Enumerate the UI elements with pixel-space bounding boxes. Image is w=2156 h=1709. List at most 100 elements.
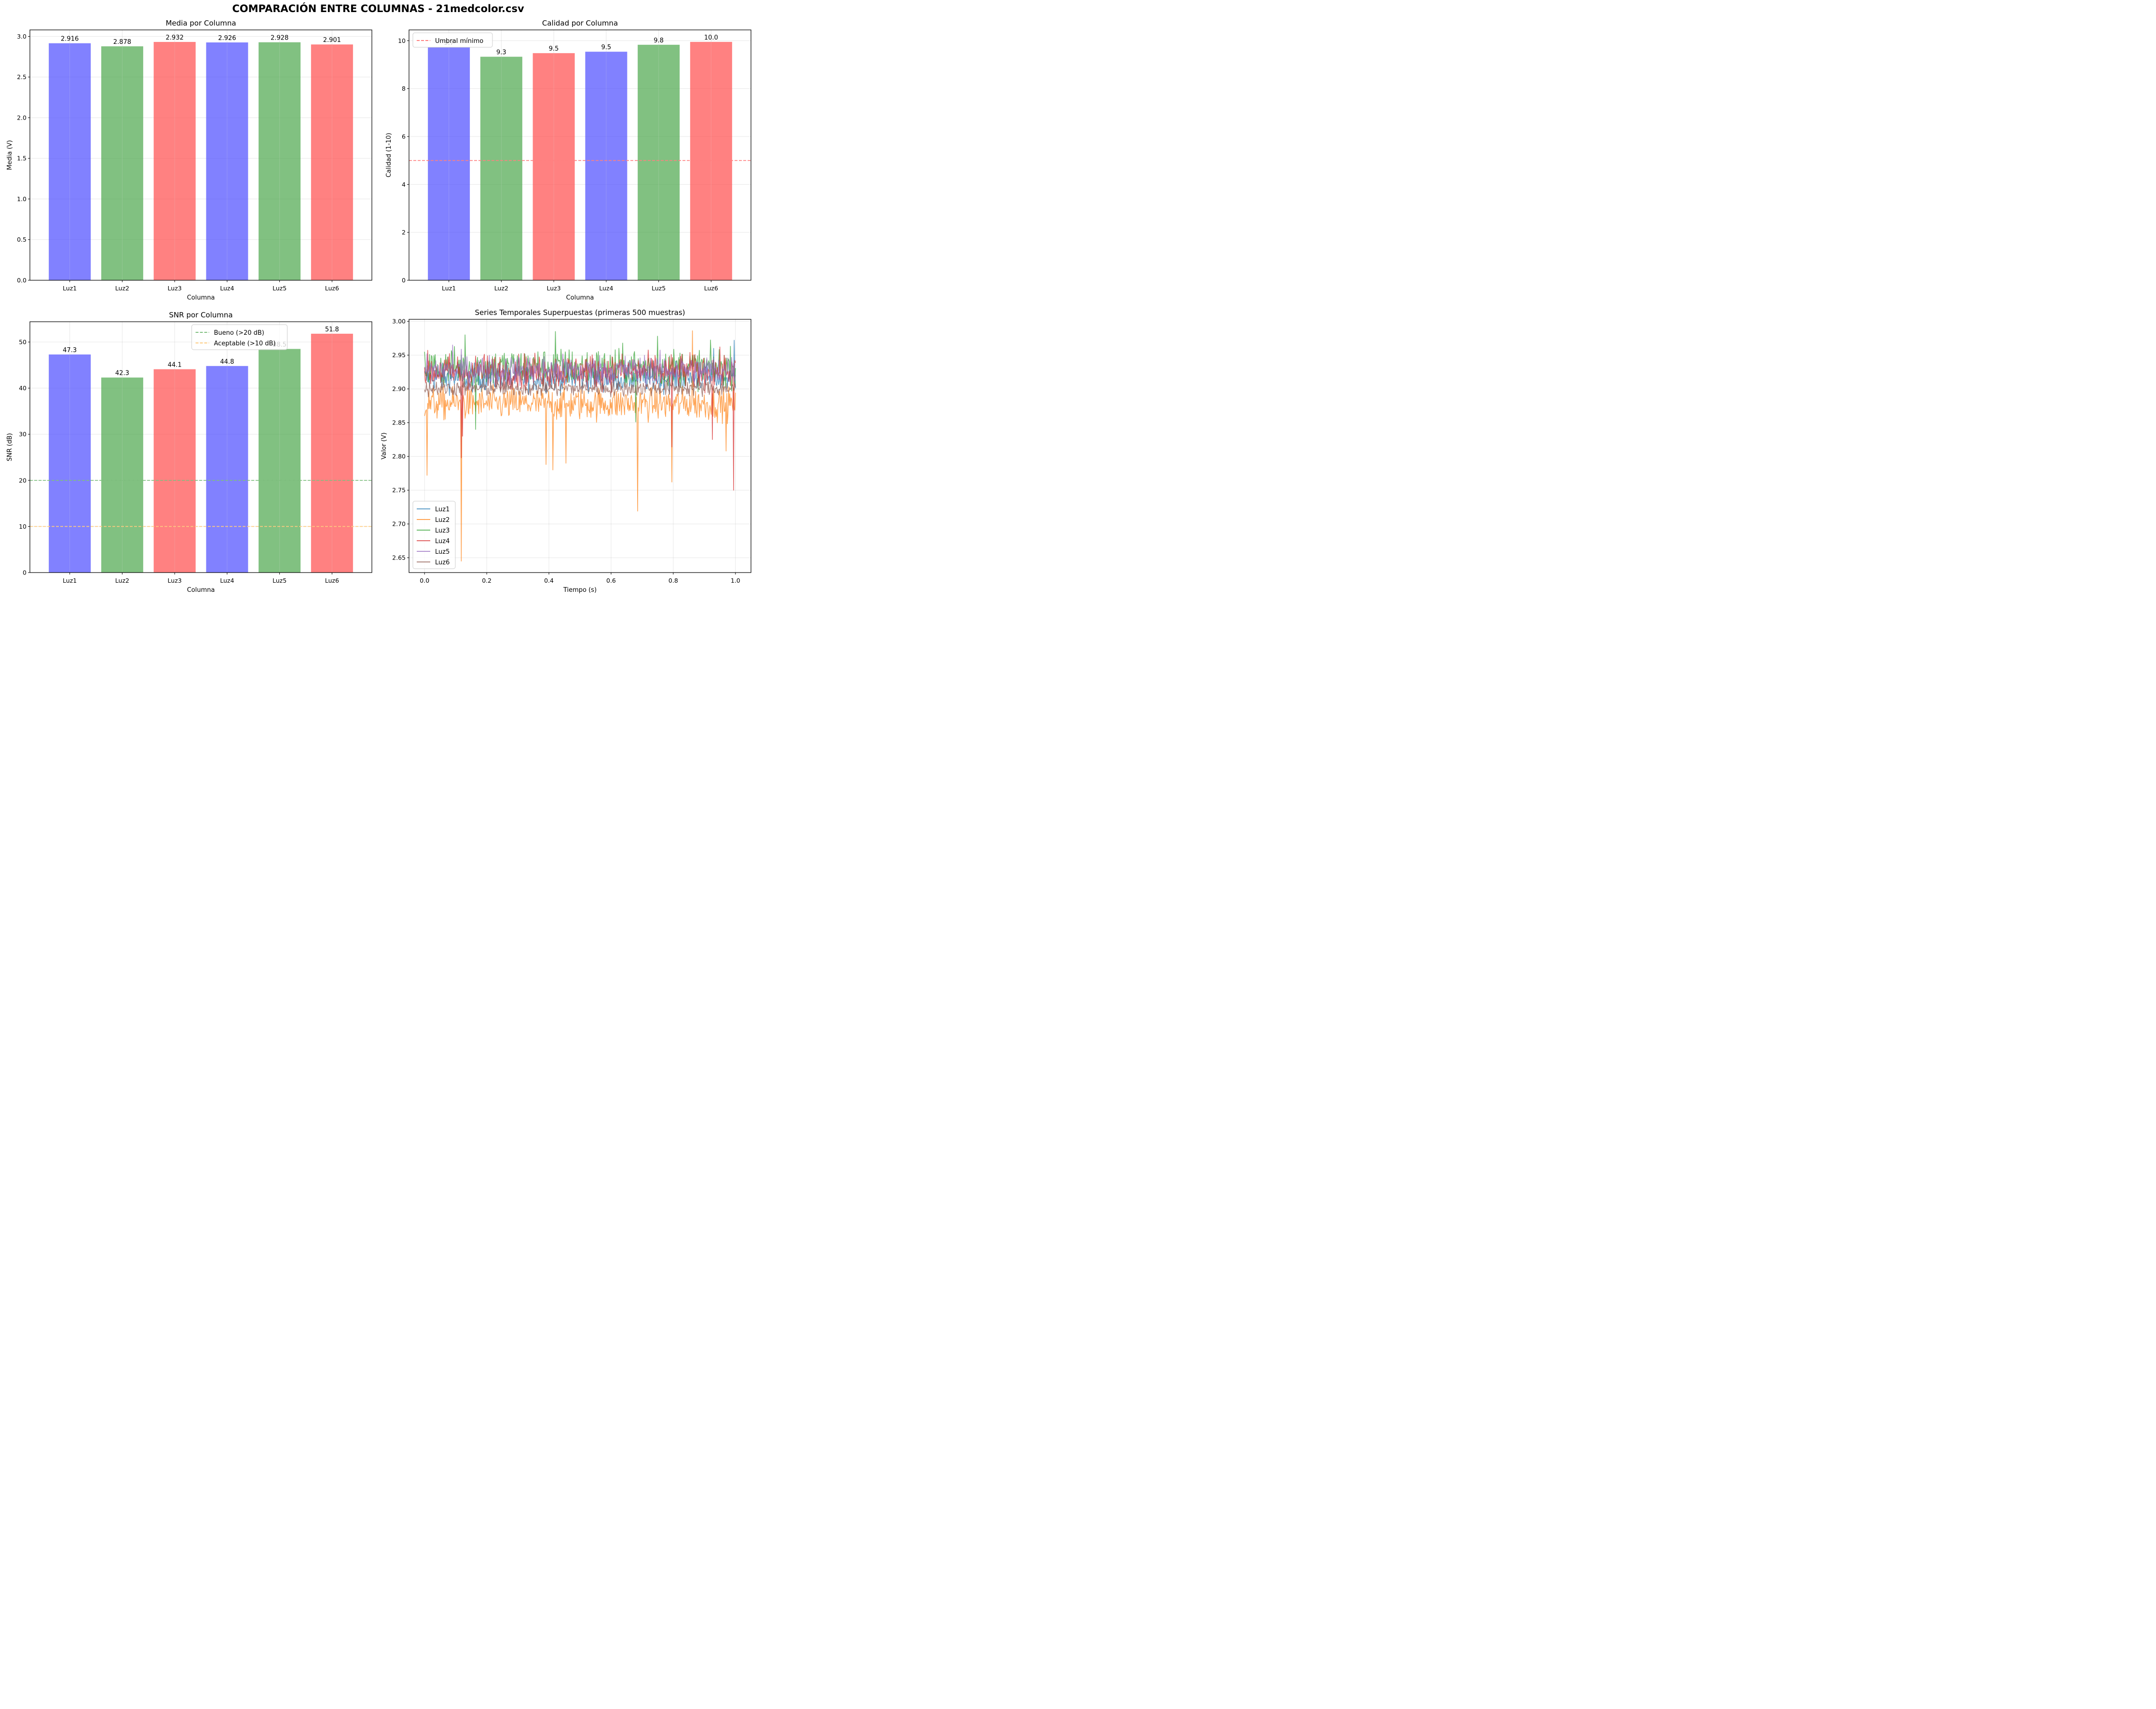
data-label: 2.926 — [218, 35, 236, 42]
legend-label: Aceptable (>10 dB) — [214, 340, 276, 347]
legend-label: Luz6 — [435, 559, 450, 566]
y-tick-label: 30 — [19, 431, 27, 438]
x-tick-label: Luz2 — [115, 285, 129, 292]
chart-title: SNR por Columna — [169, 311, 232, 319]
x-tick-label: 1.0 — [731, 577, 740, 584]
x-tick-label: Luz4 — [599, 285, 613, 292]
x-tick-label: Luz2 — [115, 577, 129, 584]
chart-media-por-columna: 2.916 2.878 2.932 2.926 2.928 2.901 0.0 0.5 1.0 1… — [6, 19, 372, 301]
legend: Bueno (>20 dB) Aceptable (>10 dB) — [191, 324, 287, 350]
x-tick-label: Luz3 — [168, 285, 182, 292]
bar-luz5 — [259, 42, 301, 281]
bar-luz6 — [311, 333, 353, 573]
x-tick-label: Luz1 — [63, 285, 77, 292]
axes: 2.65 2.70 2.75 2.80 2.85 2.90 2.95 3.00 0.0 0.2 0.… — [381, 308, 751, 594]
x-tick-label: Luz3 — [168, 577, 182, 584]
data-label: 42.3 — [115, 370, 129, 377]
y-tick-label: 0 — [402, 277, 406, 284]
y-tick-label: 2.65 — [392, 554, 406, 561]
x-tick-label: 0.4 — [544, 577, 554, 584]
x-tick-label: Luz3 — [547, 285, 561, 292]
bar-luz2 — [101, 377, 143, 573]
legend-label: Umbral mínimo — [435, 38, 483, 45]
bar-luz3 — [532, 53, 575, 281]
x-tick-label: Luz5 — [652, 285, 666, 292]
y-axis-label: SNR (dB) — [6, 433, 14, 461]
x-axis-label: Tiempo (s) — [563, 587, 597, 594]
x-tick-label: 0.0 — [420, 577, 429, 584]
legend-label: Luz3 — [435, 527, 450, 534]
y-tick-label: 2.90 — [392, 385, 406, 393]
axes-frame — [409, 29, 751, 281]
bar-luz4 — [206, 366, 248, 573]
plot-area: 9.79.39.59.59.810.0 — [409, 30, 751, 281]
bar-luz2 — [480, 56, 522, 280]
bar-luz1 — [428, 47, 470, 280]
chart-series-temporales: 2.65 2.70 2.75 2.80 2.85 2.90 2.95 3.00 0.0 0.2 0.… — [381, 308, 751, 594]
legend-label: Luz5 — [435, 548, 450, 556]
data-label: 47.3 — [63, 347, 77, 354]
x-tick-label: 0.2 — [482, 577, 491, 584]
legend-label: Luz2 — [435, 517, 450, 524]
chart-title: Series Temporales Superpuestas (primeras… — [475, 308, 685, 317]
data-label: 2.901 — [323, 37, 341, 44]
data-label: 9.5 — [601, 44, 612, 51]
y-tick-label: 2.5 — [17, 73, 27, 81]
y-tick-label: 2.70 — [392, 520, 406, 528]
axes-frame — [409, 319, 751, 573]
series-line-luz5 — [424, 344, 736, 390]
bar-luz4 — [206, 42, 248, 280]
y-tick-label: 6 — [402, 133, 406, 140]
y-tick-label: 3.00 — [392, 318, 406, 325]
bar-luz1 — [49, 354, 91, 573]
bar-luz3 — [153, 369, 196, 573]
bar-luz5 — [638, 44, 680, 280]
axes: 0 10 20 30 40 50 Luz1 Luz2 Luz3 Luz4 Luz5 Luz6 SNR p… — [6, 311, 372, 594]
bar-luz2 — [101, 46, 143, 280]
plot-area: 47.342.344.144.848.551.8 — [30, 322, 372, 573]
data-label: 2.928 — [271, 35, 288, 42]
data-label: 44.8 — [220, 358, 234, 366]
y-tick-label: 10 — [398, 37, 406, 44]
x-tick-label: Luz6 — [325, 577, 339, 584]
chart-snr-por-columna: 47.342.344.144.848.551.801020304050Luz1L… — [6, 311, 372, 594]
y-axis-label: Media (V) — [6, 140, 14, 170]
plot-area — [409, 319, 751, 573]
y-tick-label: 0 — [23, 569, 27, 576]
y-tick-label: 2.80 — [392, 453, 406, 460]
y-tick-label: 1.5 — [17, 155, 27, 162]
x-axis-label: Columna — [187, 294, 215, 301]
y-axis-label: Valor (V) — [381, 433, 388, 460]
legend-label: Bueno (>20 dB) — [214, 329, 264, 337]
bar-luz6 — [690, 41, 732, 281]
bar-luz6 — [311, 44, 353, 280]
chart-title: Media por Columna — [165, 19, 236, 27]
series-line-luz6 — [424, 377, 736, 397]
axes: 0.0 0.5 1.0 1.5 2.0 2.5 3.0 Luz1 Luz2 Luz3 Luz4 Luz… — [6, 19, 372, 301]
bar-luz3 — [153, 41, 196, 280]
y-tick-label: 8 — [402, 85, 406, 92]
bar-luz4 — [585, 52, 628, 280]
x-axis-label: Columna — [566, 294, 594, 301]
data-label: 9.8 — [654, 37, 664, 44]
legend-frame — [412, 32, 493, 48]
y-tick-label: 2.85 — [392, 419, 406, 426]
x-tick-label: Luz4 — [220, 577, 234, 584]
y-axis-label: Calidad (1-10) — [385, 133, 393, 178]
figure-title: COMPARACIÓN ENTRE COLUMNAS - 21medcolor.… — [232, 3, 524, 14]
x-tick-label: 0.6 — [606, 577, 616, 584]
x-tick-label: Luz6 — [704, 285, 718, 292]
legend: Umbral mínimo — [412, 32, 493, 48]
axes: 0 2 4 6 8 10 Luz1 Luz2 Luz3 Luz4 Luz5 Luz6 Calidad p… — [385, 19, 751, 301]
series-line-luz2 — [424, 330, 736, 561]
data-label: 2.916 — [61, 36, 79, 43]
axes-frame — [29, 321, 372, 573]
x-tick-label: Luz4 — [220, 285, 234, 292]
chart-title: Calidad por Columna — [542, 19, 618, 27]
y-tick-label: 50 — [19, 339, 27, 346]
legend: Luz1 Luz2 Luz3 Luz4 Luz5 Luz6 — [412, 501, 456, 569]
y-tick-label: 0.0 — [17, 277, 27, 284]
x-axis-label: Columna — [187, 587, 215, 594]
y-tick-label: 10 — [19, 523, 27, 530]
y-tick-label: 4 — [402, 181, 406, 188]
